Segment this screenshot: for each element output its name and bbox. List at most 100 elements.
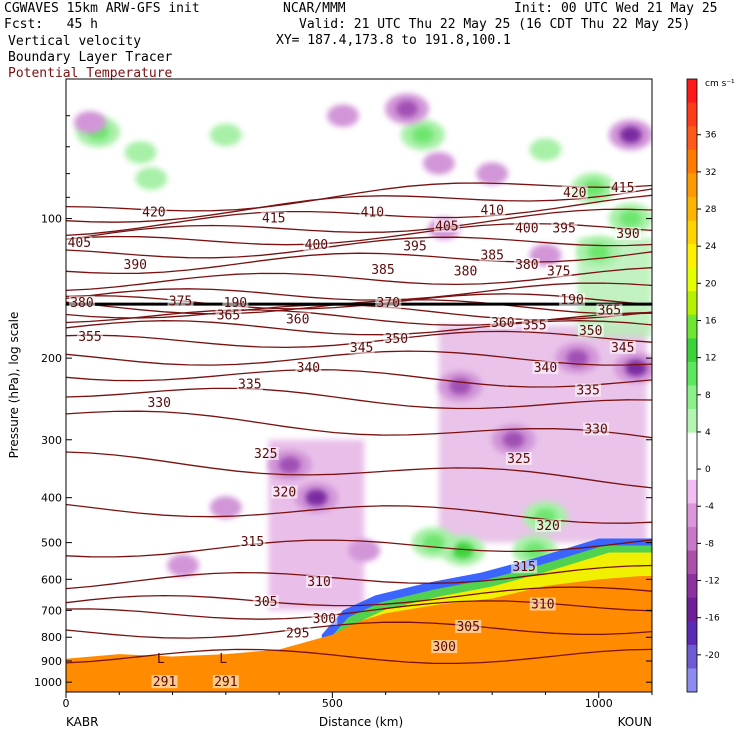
y-tick-label: 200 (41, 352, 62, 365)
colorbar-tick-label: 24 (705, 242, 717, 252)
theta-label: 345 (350, 341, 373, 356)
theta-label: 375 (547, 264, 570, 279)
theta-label: 291 (153, 675, 176, 690)
theta-label: 360 (286, 312, 309, 327)
theta-label-bg (303, 237, 330, 251)
theta-label-bg (215, 308, 242, 322)
colorbar-swatch (687, 503, 697, 528)
low-marker: L (219, 652, 227, 667)
theta-label-bg (431, 640, 458, 654)
colorbar-swatch (687, 149, 697, 174)
theta-label-bg (311, 611, 338, 625)
colorbar-swatch (687, 456, 697, 481)
vertical-velocity-core (335, 109, 352, 122)
vertical-velocity-core (411, 126, 434, 144)
theta-label: 410 (480, 203, 503, 218)
theta-label-bg (577, 324, 604, 338)
theta-label-bg (68, 295, 95, 309)
theta-label: 420 (142, 205, 165, 220)
colorbar-swatch (687, 597, 697, 622)
theta-label: 310 (307, 575, 330, 590)
colorbar-unit: cm s⁻¹ (705, 79, 735, 89)
colorbar-tick-label: -8 (705, 539, 714, 549)
theta-label: 400 (515, 221, 538, 236)
theta-label-bg (271, 485, 298, 499)
theta-label-bg (521, 318, 548, 332)
theta-label: 360 (491, 316, 514, 331)
theta-contour-340 (66, 369, 652, 388)
theta-label: 190 (560, 293, 583, 308)
colorbar-swatch (687, 79, 697, 104)
theta-label-bg (222, 295, 249, 309)
theta-label: 380 (515, 258, 538, 273)
theta-label: 300 (313, 612, 336, 627)
theta-label-bg (236, 377, 263, 391)
theta-label: 335 (238, 378, 261, 393)
vertical-velocity-core (395, 100, 418, 118)
vertical-velocity-core (537, 143, 554, 156)
theta-label: 380 (70, 296, 93, 311)
theta-contour-415 (66, 188, 652, 223)
theta-label: 320 (273, 486, 296, 501)
theta-contour-395 (66, 236, 652, 259)
theta-label-bg (609, 181, 636, 195)
colorbar-tick-label: 16 (705, 316, 717, 326)
theta-label: 315 (241, 535, 264, 550)
vertical-velocity-core (537, 249, 554, 262)
theta-label-bg (532, 360, 559, 374)
theta-label: 375 (169, 295, 192, 310)
colorbar-swatch (687, 338, 697, 363)
theta-label: 295 (286, 626, 309, 641)
vertical-velocity-core (619, 210, 642, 227)
theta-label-bg (76, 329, 103, 343)
colorbar-swatch (687, 385, 697, 410)
theta-label: 340 (297, 361, 320, 376)
y-tick-label: 500 (41, 537, 62, 550)
theta-label: 291 (214, 675, 237, 690)
theta-label: 300 (432, 640, 455, 655)
theta-label-bg (252, 447, 279, 461)
vertical-velocity-core (619, 126, 642, 144)
vertical-velocity-core (305, 489, 328, 507)
theta-label: 395 (552, 221, 575, 236)
colorbar-swatch (687, 291, 697, 316)
theta-label-bg (122, 258, 149, 272)
right-endpoint-label: KOUN (618, 715, 652, 729)
theta-label-bg (284, 312, 311, 326)
colorbar-swatch (687, 267, 697, 292)
init-time: Init: 00 UTC Wed 21 May 25 (514, 1, 718, 16)
colorbar-frame (686, 78, 698, 693)
theta-label-bg (348, 340, 375, 354)
colorbar: 36 32 28 24 20 16 12 8 4 0 -4 -8 -12 -16 -20 (686, 78, 720, 693)
theta-label: 355 (78, 330, 101, 345)
theta-label: 315 (512, 560, 535, 575)
theta-label-bg (146, 396, 173, 410)
theta-label-bg (359, 205, 386, 219)
theta-label: 380 (454, 264, 477, 279)
theta-label-bg (551, 221, 578, 235)
theta-label-bg (167, 294, 194, 308)
vertical-velocity-core (449, 377, 472, 395)
theta-label-bg (529, 597, 556, 611)
vertical-velocity-core (587, 243, 610, 261)
x-tick-label: 0 (63, 697, 70, 710)
colorbar-tick-label: 20 (705, 279, 717, 289)
vertical-velocity-core (356, 544, 373, 557)
theta-label-bg (513, 221, 540, 235)
colorbar-tick-label: 28 (705, 205, 717, 215)
theta-label-bg (535, 518, 562, 532)
vertical-velocity-core (175, 559, 192, 572)
colorbar-swatch (687, 361, 697, 386)
colorbar-swatch (687, 314, 697, 339)
theta-label: 415 (611, 181, 634, 196)
y-tick-label: 400 (41, 492, 62, 505)
theta-label: 350 (385, 332, 408, 347)
y-tick-label: 1000 (34, 676, 62, 689)
theta-label-bg (401, 239, 428, 253)
theta-contour-405 (66, 208, 652, 241)
theta-contour-380 (66, 282, 652, 301)
theta-label: 355 (523, 318, 546, 333)
theta-label-bg (284, 626, 311, 640)
theta-label-bg (513, 258, 540, 272)
